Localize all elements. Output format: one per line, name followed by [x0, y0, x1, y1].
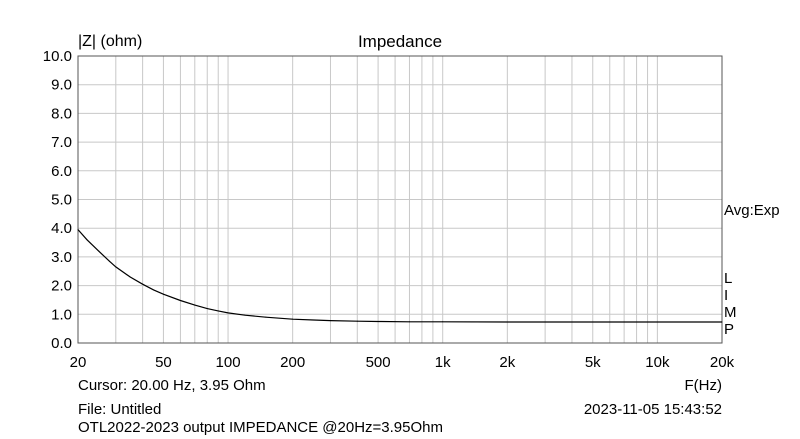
lmp-letter-i: I	[724, 287, 729, 304]
impedance-point	[108, 260, 110, 262]
impedance-point	[442, 321, 444, 323]
impedance-point	[356, 320, 358, 322]
y-tick-label: 6.0	[51, 163, 72, 180]
impedance-point	[292, 318, 294, 320]
impedance-point	[592, 321, 594, 323]
lmp-letter-m: M	[724, 304, 737, 321]
chart-title: Impedance	[357, 32, 443, 51]
x-tick-label: 1k	[435, 354, 451, 371]
file-name: File: Untitled	[78, 401, 162, 418]
impedance-point	[408, 321, 410, 323]
impedance-point	[179, 300, 181, 302]
impedance-point	[194, 304, 196, 306]
impedance-point	[217, 310, 219, 312]
x-tick-label: 20	[70, 354, 87, 371]
y-tick-label: 2.0	[51, 278, 72, 295]
impedance-point	[206, 308, 208, 310]
cursor-readout: Cursor: 20.00 Hz, 3.95 Ohm	[78, 377, 266, 394]
impedance-point	[721, 321, 723, 323]
impedance-point	[506, 321, 508, 323]
x-tick-label: 50	[155, 354, 172, 371]
averaging-label: Avg:Exp	[724, 202, 780, 219]
x-tick-label: 2k	[499, 354, 515, 371]
x-tick-label: 100	[216, 354, 241, 371]
impedance-point	[77, 229, 79, 231]
impedance-point	[265, 316, 267, 318]
y-axis-label: |Z| (ohm)	[78, 33, 143, 50]
impedance-point	[98, 250, 100, 252]
impedance-point	[153, 289, 155, 291]
impedance-point	[377, 320, 379, 322]
timestamp: 2023-11-05 15:43:52	[583, 401, 722, 418]
lmp-indicator: L I M P	[724, 270, 738, 338]
y-tick-label: 0.0	[51, 335, 72, 352]
y-tick-label: 9.0	[51, 77, 72, 94]
impedance-point	[142, 283, 144, 285]
impedance-point	[86, 239, 88, 241]
impedance-point	[244, 314, 246, 316]
y-tick-label: 8.0	[51, 105, 72, 122]
lmp-letter-p: P	[724, 321, 735, 338]
y-tick-label: 4.0	[51, 220, 72, 237]
x-tick-label: 200	[280, 354, 305, 371]
impedance-point	[312, 319, 314, 321]
x-axis-label: F(Hz)	[684, 377, 723, 394]
lmp-letter-l: L	[724, 270, 733, 287]
y-tick-label: 1.0	[51, 306, 72, 323]
y-tick-label: 3.0	[51, 249, 72, 266]
y-tick-label: 5.0	[51, 192, 72, 209]
x-tick-label: 500	[366, 354, 391, 371]
impedance-point	[227, 312, 229, 314]
impedance-point	[329, 320, 331, 322]
measurement-note: OTL2022-2023 output IMPEDANCE @20Hz=3.95…	[78, 419, 443, 436]
impedance-curve	[77, 229, 722, 323]
x-tick-label: 20k	[710, 354, 735, 371]
impedance-point	[129, 276, 131, 278]
plot-frame	[77, 55, 723, 344]
y-tick-label: 10.0	[43, 48, 72, 65]
y-tick-label: 7.0	[51, 134, 72, 151]
impedance-point	[162, 293, 164, 295]
x-tick-label: 5k	[585, 354, 601, 371]
impedance-point	[656, 321, 658, 323]
impedance-point	[115, 266, 117, 268]
x-tick-label: 10k	[645, 354, 670, 371]
